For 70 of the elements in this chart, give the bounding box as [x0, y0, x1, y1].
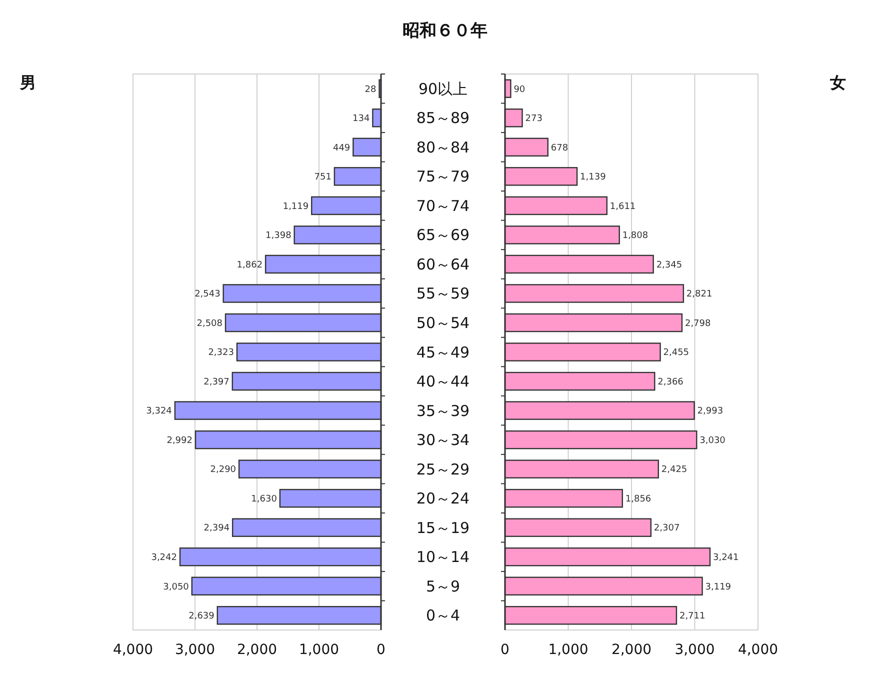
y-tick-label: 90以上	[418, 80, 468, 98]
data-label: 751	[314, 172, 332, 183]
y-tick-label: 0～4	[426, 606, 460, 625]
data-label: 2,345	[656, 260, 682, 270]
data-label: 3,241	[712, 552, 739, 563]
data-label: 1,398	[266, 231, 292, 242]
data-label: 3,324	[146, 406, 172, 417]
data-label: 2,290	[210, 465, 236, 476]
data-label: 2,639	[188, 612, 215, 622]
x-tick-label: 1,000	[548, 642, 588, 658]
x-tick-label: 3,000	[674, 642, 715, 658]
x-tick-label: 1,000	[298, 642, 340, 658]
data-label: 3,242	[151, 552, 177, 563]
data-label: 1,139	[580, 172, 606, 183]
data-label: 2,993	[697, 406, 724, 417]
data-label: 3,050	[163, 582, 190, 592]
y-tick-label: 30～34	[416, 431, 470, 450]
y-tick-label: 40～44	[416, 372, 470, 391]
data-label: 90	[514, 84, 526, 95]
data-label: 2,323	[208, 348, 234, 358]
x-tick-label: 0	[376, 642, 386, 658]
data-label: 449	[332, 143, 350, 154]
y-tick-label: 5～9	[426, 577, 460, 596]
y-tick-label: 35～39	[416, 402, 470, 420]
y-tick-label: 15～19	[416, 518, 470, 537]
y-tick-label: 50～54	[416, 314, 470, 332]
x-tick-label: 0	[500, 642, 510, 658]
data-label: 1,856	[625, 494, 652, 504]
data-label: 1,119	[282, 202, 309, 212]
x-tick-label: 3,000	[174, 642, 216, 658]
data-label: 2,798	[684, 318, 712, 329]
data-label: 2,455	[663, 348, 690, 358]
data-label: 2,425	[661, 465, 688, 476]
y-axis-title: 女	[829, 73, 846, 92]
data-label: 2,711	[679, 612, 706, 622]
data-label: 2,543	[194, 290, 220, 300]
data-label: 678	[550, 143, 568, 154]
x-tick-label: 2,000	[611, 642, 652, 658]
x-tick-label: 4,000	[112, 642, 154, 658]
y-tick-label: 10～14	[416, 548, 470, 566]
y-tick-label: 75～79	[416, 168, 470, 186]
x-tick-label: 4,000	[738, 642, 778, 658]
data-label: 2,397	[204, 377, 230, 388]
data-label: 1,611	[610, 202, 636, 212]
data-label: 2,366	[658, 377, 684, 388]
y-tick-label: 80～84	[416, 138, 470, 156]
y-tick-label: 20～24	[416, 490, 470, 508]
y-axis-title: 男	[19, 73, 36, 92]
data-label: 1,862	[236, 260, 263, 270]
y-tick-label: 60～64	[416, 255, 470, 274]
x-tick-label: 2,000	[236, 642, 278, 658]
data-label: 273	[525, 114, 542, 124]
data-label: 1,808	[622, 231, 648, 242]
y-tick-label: 55～59	[416, 284, 470, 303]
y-tick-label: 45～49	[416, 343, 470, 362]
y-tick-label: 70～74	[416, 196, 470, 215]
data-label: 2,992	[166, 436, 192, 446]
data-label: 2,508	[196, 318, 223, 329]
data-label: 2,307	[654, 524, 680, 534]
data-label: 1,630	[251, 494, 278, 504]
text: 昭和６０年	[402, 21, 488, 41]
y-tick-label: 85～89	[416, 109, 470, 128]
y-tick-label: 65～69	[416, 226, 470, 244]
data-label: 3,119	[705, 582, 732, 592]
data-label: 2,821	[686, 290, 712, 300]
data-label: 28	[364, 84, 377, 95]
data-label: 3,030	[700, 436, 726, 446]
data-label: 2,394	[204, 524, 230, 534]
data-label: 134	[352, 114, 370, 124]
y-tick-label: 25～29	[416, 460, 470, 478]
